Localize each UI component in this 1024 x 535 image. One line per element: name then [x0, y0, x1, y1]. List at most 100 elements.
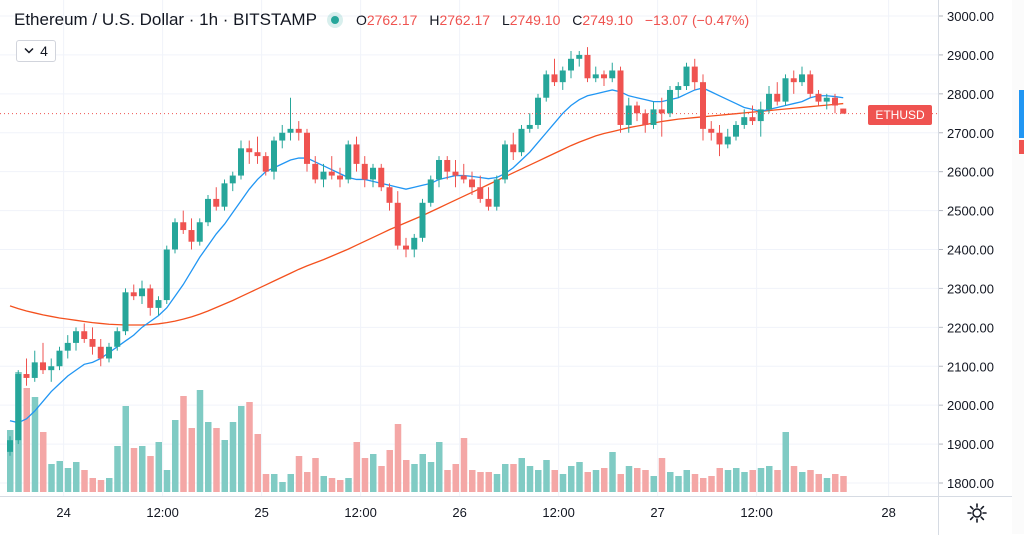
settings-gear-icon[interactable]: [966, 502, 988, 524]
price-axis[interactable]: 3000.00 2900.00 2800.00 2700.00 2600.00 2500.…: [938, 0, 1013, 496]
price-tick-label: 2900.00: [947, 48, 994, 63]
symbol-title[interactable]: Ethereum / U.S. Dollar · 1h · BITSTAMP: [14, 10, 317, 29]
candle-body: [89, 339, 96, 347]
candle-body: [180, 222, 187, 231]
candle-body: [716, 132, 723, 145]
change-value: −13.07 (−0.47%): [644, 12, 750, 28]
volume-bar: [271, 474, 278, 492]
volume-bar: [543, 460, 550, 492]
candle-body: [691, 66, 698, 83]
time-tick-label: 24: [56, 505, 70, 520]
volume-bar: [724, 470, 732, 492]
price-tick-label: 2500.00: [947, 204, 994, 219]
volume-bar: [832, 474, 839, 492]
volume-bar: [196, 390, 204, 492]
price-tick-label: 2600.00: [947, 165, 994, 180]
volume-bar: [807, 470, 814, 492]
candle-body: [155, 300, 162, 308]
candle-body: [708, 128, 715, 133]
volume-bar: [642, 470, 649, 492]
volume-bar: [361, 458, 369, 492]
volume-bar: [757, 468, 765, 492]
volume-bar: [394, 424, 402, 492]
candle-body: [667, 89, 673, 114]
axis-corner: [938, 496, 1013, 535]
volume-bar: [370, 454, 377, 492]
time-tick-label: 25: [254, 505, 268, 520]
candle-body: [378, 167, 385, 188]
studies-toggle-button[interactable]: 4: [16, 40, 56, 62]
candle-body: [460, 175, 467, 180]
candle-body: [353, 144, 360, 164]
price-tick-label: 3000.00: [947, 9, 994, 24]
volume-bar: [609, 452, 616, 492]
candle-body: [559, 70, 566, 83]
candle-body: [625, 105, 632, 125]
volume-bar: [106, 478, 113, 492]
volume-bar: [7, 430, 14, 492]
candle-body: [254, 152, 261, 157]
candle-body: [774, 93, 781, 102]
candle-body: [304, 132, 310, 164]
candle-body: [526, 124, 533, 129]
close-value: 2749.10: [582, 12, 633, 28]
candle-body: [683, 66, 690, 87]
candle-body: [411, 237, 418, 250]
volume-bar: [122, 406, 129, 492]
candle-body: [196, 222, 203, 242]
symbol-header: Ethereum / U.S. Dollar · 1h · BITSTAMP O…: [14, 9, 757, 31]
candle-body: [609, 70, 616, 79]
volume-bar: [287, 474, 294, 492]
candle-body: [535, 97, 541, 125]
volume-bar: [460, 438, 468, 492]
candle-body: [832, 97, 838, 106]
candle-body: [823, 97, 830, 102]
candle-body: [295, 128, 302, 133]
candle-body: [81, 331, 88, 340]
volume-bar: [708, 476, 715, 492]
low-value: 2749.10: [509, 12, 561, 28]
volume-bar: [774, 470, 781, 492]
volume-bar: [386, 450, 393, 492]
candle-body: [370, 167, 376, 180]
volume-bar: [254, 434, 261, 492]
volume-bar: [81, 470, 88, 492]
volume-bar: [749, 470, 756, 492]
volume-bar: [188, 428, 195, 492]
volume-bar: [559, 474, 567, 492]
volume-bar: [262, 474, 270, 492]
open-value: 2762.17: [366, 12, 418, 28]
volume-bar: [766, 466, 773, 492]
volume-bar: [238, 406, 245, 492]
volume-bar: [419, 454, 426, 492]
time-tick-label: 28: [881, 505, 895, 520]
last-price-tag: ETHUSD: [868, 105, 932, 125]
candle-body: [749, 117, 756, 122]
volume-bar: [526, 466, 534, 492]
candle-body: [840, 108, 847, 114]
volume-bar: [535, 470, 542, 492]
high-label: H: [429, 12, 440, 28]
volume-bar: [782, 432, 789, 492]
volume-bar: [592, 470, 600, 492]
candle-body: [766, 93, 772, 110]
candle-body: [799, 74, 805, 83]
time-tick-label: 12:00: [344, 505, 377, 520]
candle-body: [163, 249, 170, 301]
volume-bar: [403, 460, 410, 492]
volume-bar: [304, 472, 311, 492]
time-axis[interactable]: 24 12:00 25 12:00 26 12:00 27 12:00 28: [0, 496, 938, 535]
volume-bar: [229, 422, 237, 492]
candle-body: [485, 198, 492, 207]
candle-body: [790, 78, 797, 83]
candle-body: [23, 374, 30, 378]
low-label: L: [501, 12, 510, 28]
candle-body: [617, 70, 624, 125]
volume-bar: [97, 480, 105, 492]
volume-bar: [353, 442, 360, 492]
candle-body: [807, 74, 814, 94]
volume-bar: [73, 462, 80, 492]
chart-plot-area[interactable]: [0, 0, 938, 496]
candle-body: [436, 159, 442, 180]
